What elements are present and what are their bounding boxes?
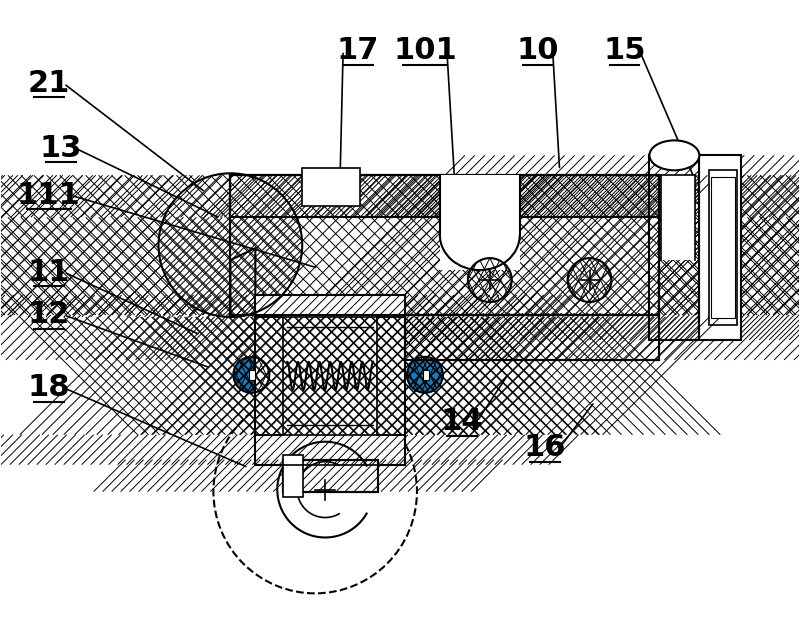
Bar [255, 317, 283, 435]
Bar [699, 155, 742, 340]
Bar [255, 295, 405, 317]
Bar [230, 175, 659, 217]
Bar [710, 170, 738, 325]
Ellipse shape [158, 173, 302, 317]
Bar [255, 435, 405, 465]
Circle shape [214, 390, 417, 594]
Ellipse shape [650, 140, 699, 170]
Bar [405, 315, 659, 360]
Bar [230, 175, 659, 217]
Bar [283, 460, 378, 492]
Circle shape [468, 258, 512, 302]
Text: 10: 10 [517, 36, 559, 65]
Bar [283, 455, 303, 497]
Text: 14: 14 [441, 407, 483, 436]
Text: 17: 17 [337, 36, 379, 65]
Text: 12: 12 [27, 301, 70, 330]
Bar [650, 155, 699, 340]
Bar [255, 317, 283, 435]
Text: 11: 11 [27, 258, 70, 286]
Bar [232, 217, 658, 313]
Bar [230, 175, 659, 315]
Text: 18: 18 [27, 373, 70, 402]
Bar [302, 168, 360, 206]
Bar [440, 175, 520, 270]
Circle shape [407, 357, 443, 393]
Text: 13: 13 [39, 134, 82, 163]
Circle shape [234, 357, 270, 393]
Bar [377, 317, 405, 435]
Bar [230, 175, 659, 315]
Bar [255, 435, 405, 465]
Bar [255, 295, 405, 465]
Bar [250, 370, 255, 380]
Bar [423, 370, 429, 380]
Text: 15: 15 [603, 36, 646, 65]
Text: 16: 16 [523, 433, 566, 462]
Bar [662, 175, 695, 260]
Bar [405, 315, 659, 360]
Bar [711, 178, 735, 318]
Bar [377, 317, 405, 435]
Bar [650, 155, 699, 340]
Bar [283, 460, 378, 492]
Bar [255, 295, 405, 317]
Circle shape [568, 258, 611, 302]
Text: 111: 111 [17, 181, 81, 210]
Bar [405, 315, 659, 360]
Bar [522, 175, 599, 217]
Text: 21: 21 [27, 69, 70, 98]
Text: 101: 101 [393, 36, 457, 65]
Bar [360, 175, 438, 217]
Bar [283, 460, 378, 492]
Bar [230, 217, 659, 315]
Bar [230, 175, 659, 315]
